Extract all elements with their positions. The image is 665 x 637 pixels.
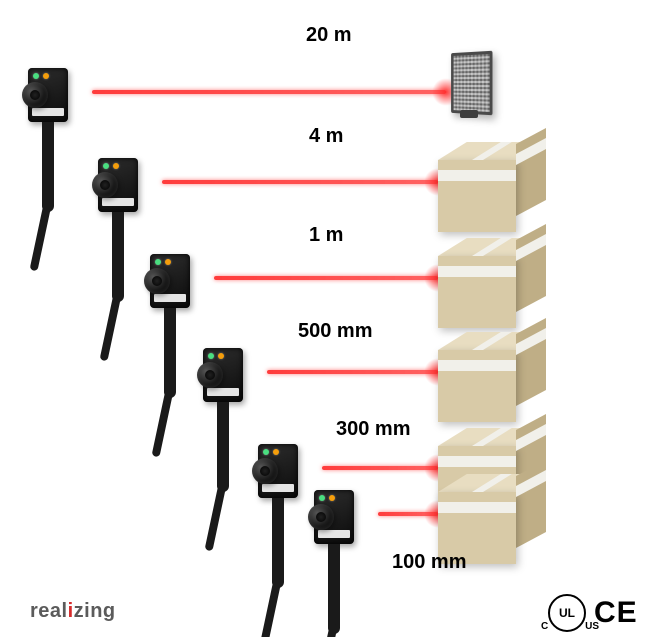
- laser-beam-4: [322, 466, 438, 470]
- ul-us: US: [585, 621, 599, 632]
- distance-label-2: 1 m: [309, 224, 343, 247]
- lens-icon: [92, 172, 118, 198]
- lens-icon: [197, 362, 223, 388]
- ul-c: C: [541, 621, 548, 632]
- ce-mark-icon: CE: [594, 596, 638, 630]
- brand-post: zing: [74, 600, 116, 622]
- brand-pre: real: [30, 600, 68, 622]
- brand-logo: realizing: [30, 600, 116, 623]
- ul-mark-icon: ULCUS: [548, 594, 586, 632]
- ul-text: UL: [559, 606, 575, 620]
- sensor-range-diagram: 20 m4 m1 m500 mm300 mm100 mmrealizingULC…: [0, 0, 665, 637]
- laser-beam-0: [92, 90, 446, 94]
- laser-beam-2: [214, 276, 438, 280]
- distance-label-5: 100 mm: [392, 551, 467, 574]
- lens-icon: [308, 504, 334, 530]
- distance-label-3: 500 mm: [298, 320, 373, 343]
- lens-icon: [22, 82, 48, 108]
- distance-label-4: 300 mm: [336, 418, 411, 441]
- lens-icon: [252, 458, 278, 484]
- laser-beam-3: [267, 370, 438, 374]
- lens-icon: [144, 268, 170, 294]
- laser-beam-1: [162, 180, 438, 184]
- certification-marks: ULCUSCE: [548, 594, 638, 632]
- laser-beam-5: [378, 512, 438, 516]
- distance-label-1: 4 m: [309, 125, 343, 148]
- distance-label-0: 20 m: [306, 24, 352, 47]
